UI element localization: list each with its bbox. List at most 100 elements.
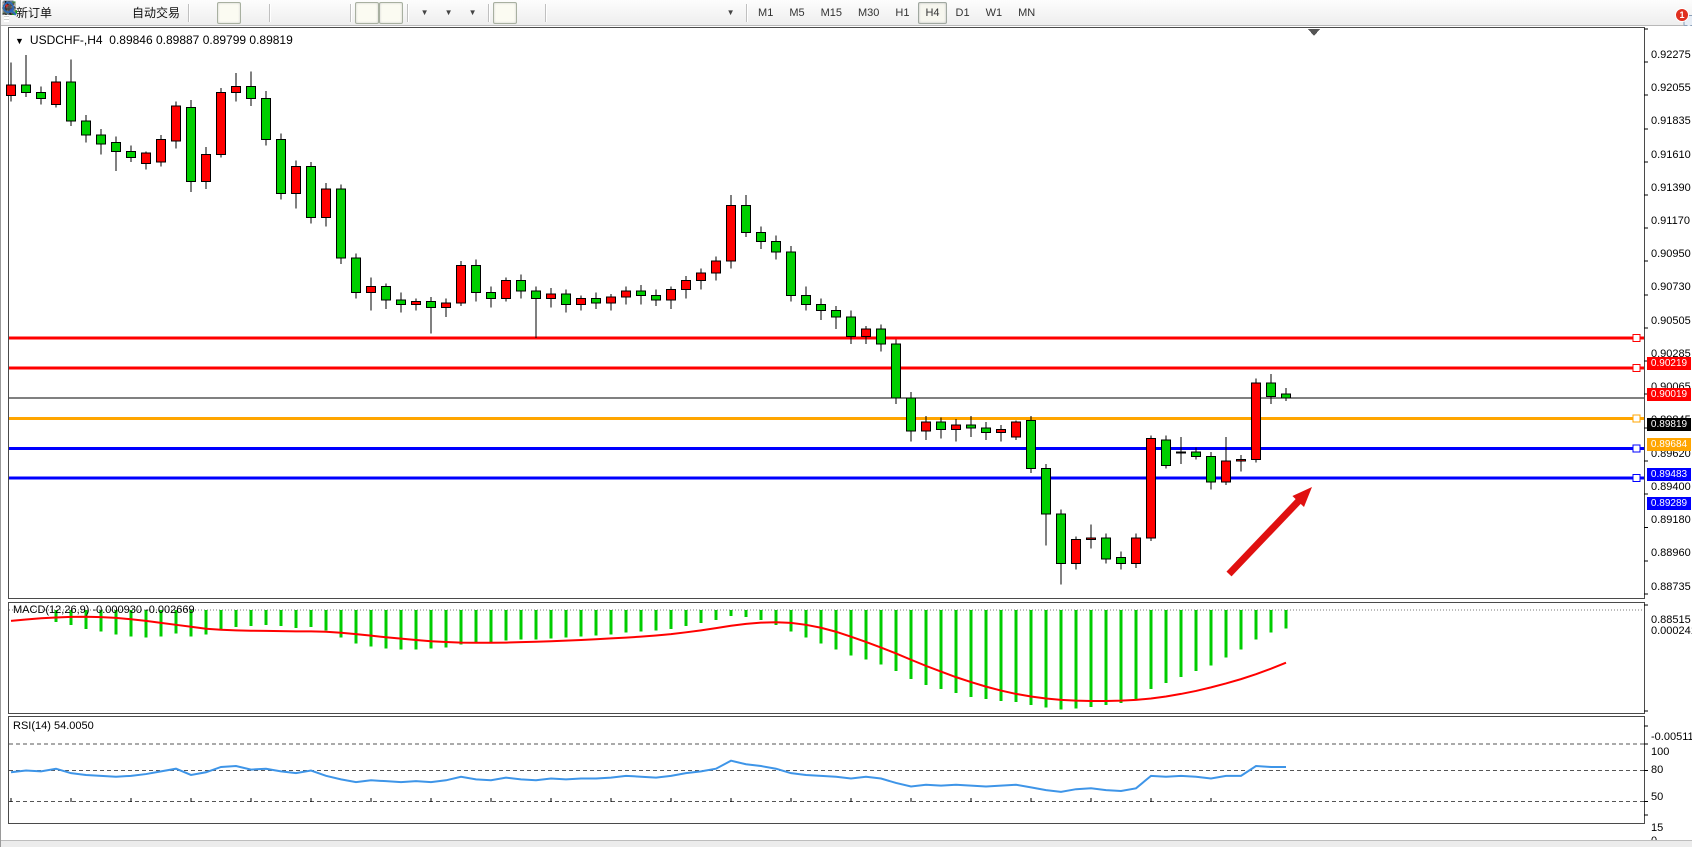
zoom-out-button[interactable]: [3, 2, 322, 24]
price-axis-tick-label: 0.88515: [1651, 614, 1691, 627]
line-handle[interactable]: [1632, 414, 1641, 423]
price-axis-tick-label: 0.88735: [1651, 581, 1691, 594]
line-handle[interactable]: [1632, 364, 1641, 373]
candle: [1266, 382, 1276, 397]
auto-trading-button[interactable]: 自动交易: [2, 2, 184, 24]
timeframe-button-h1[interactable]: H1: [895, 6, 910, 19]
chart-candles-button[interactable]: [3, 1, 242, 24]
candle: [906, 397, 916, 432]
candle: [396, 299, 406, 306]
timeframe-button-w1[interactable]: W1: [985, 6, 1003, 19]
search-icon[interactable]: [1, 0, 18, 17]
templates-button[interactable]: ▼: [2, 2, 484, 24]
candle: [156, 138, 166, 163]
chart-canvas: [6, 28, 1648, 816]
zoom-in-button[interactable]: [3, 2, 298, 24]
timeframe-button-m1[interactable]: M1: [758, 6, 774, 19]
price-axis-tick-label: 0.89620: [1651, 448, 1691, 461]
rsi-panel[interactable]: [8, 716, 1645, 824]
candle: [591, 298, 601, 304]
candle: [726, 204, 736, 262]
line-price-label: 0.89684: [1647, 437, 1691, 451]
arrows-caret-icon: ▼: [726, 8, 735, 17]
candle: [1101, 537, 1111, 560]
symbol-dropdown-icon[interactable]: ▼: [15, 36, 24, 46]
auto-scroll-button[interactable]: [2, 1, 380, 24]
candle: [21, 84, 31, 94]
horizontal-line-tool-button[interactable]: [3, 2, 598, 24]
price-axis-tick-label: 0.92275: [1651, 48, 1691, 61]
text-tool-button[interactable]: A: [5, 1, 694, 24]
candle: [486, 292, 496, 300]
candle: [606, 296, 616, 304]
candle: [756, 232, 766, 243]
trendline-tool-button[interactable]: [3, 2, 622, 24]
price-axis-tick-label: 0.88960: [1651, 547, 1691, 560]
text-tool-icon: A: [5, 1, 14, 15]
line-price-label: 0.89289: [1647, 497, 1691, 511]
chart-line-button[interactable]: [2, 2, 265, 24]
candle: [6, 84, 16, 97]
line-handle[interactable]: [1632, 473, 1641, 482]
candle: [111, 141, 121, 152]
candle: [666, 289, 676, 301]
timeframe-button-m5[interactable]: M5: [789, 6, 805, 19]
channel-tool-button[interactable]: E: [2, 2, 646, 24]
terminal-button[interactable]: [2, 2, 128, 24]
price-axis-tick-label: 0.90505: [1651, 314, 1691, 327]
line-handle[interactable]: [1632, 333, 1641, 342]
candle: [81, 120, 91, 136]
candle: [441, 302, 451, 309]
price-axis-tick-label: 0.91835: [1651, 114, 1691, 127]
candle: [171, 105, 181, 142]
periods-button[interactable]: ▼: [2, 1, 460, 24]
candle: [276, 138, 286, 194]
candle: [786, 251, 796, 297]
timeframe-button-mn[interactable]: MN: [1018, 6, 1036, 19]
candle: [261, 98, 271, 140]
rsi-line: [10, 759, 1286, 793]
tile-windows-button[interactable]: [2, 1, 346, 24]
notification-badge: 1: [1675, 7, 1689, 22]
vertical-line-tool-button[interactable]: [8, 2, 574, 24]
trend-arrow-annotation[interactable]: [1226, 496, 1304, 577]
candle: [546, 293, 556, 300]
chart-shift-button[interactable]: [2, 1, 404, 24]
arrows-tool-button[interactable]: ▼: [4, 2, 742, 24]
chart-bars-button[interactable]: [3, 2, 217, 24]
candle: [306, 165, 316, 219]
crosshair-button[interactable]: [2, 1, 541, 24]
candle: [1026, 420, 1036, 470]
macd-axis-top-label: 0.000241: [1651, 625, 1692, 638]
chart-title: ▼ USDCHF-,H4 0.89846 0.89887 0.89799 0.89…: [15, 33, 293, 47]
candle: [696, 272, 706, 282]
candle: [141, 152, 151, 164]
candle: [501, 280, 511, 300]
timeframe-button-m15[interactable]: M15: [820, 6, 842, 19]
indicators-button[interactable]: ▼: [2, 1, 436, 24]
timeframe-button-d1[interactable]: D1: [955, 6, 970, 19]
price-axis-tick-label: 0.91610: [1651, 148, 1691, 161]
candle: [621, 290, 631, 298]
candle: [1281, 393, 1291, 399]
candle: [831, 310, 841, 318]
price-chart-panel[interactable]: [8, 27, 1645, 599]
candle: [891, 343, 901, 399]
timeframe-button-m30[interactable]: M30: [858, 6, 880, 19]
cursor-button[interactable]: [5, 1, 518, 24]
navigator-button[interactable]: [1, 1, 104, 24]
new-order-button[interactable]: 新订单: [3, 0, 56, 24]
label-tool-button[interactable]: T: [2, 2, 718, 24]
fibonacci-tool-button[interactable]: F: [3, 2, 670, 24]
candle: [1071, 538, 1081, 564]
candle: [966, 424, 976, 429]
symbol-title: USDCHF-,H4: [29, 33, 103, 47]
timeframe-button-h4[interactable]: H4: [918, 1, 947, 24]
candle: [456, 265, 466, 304]
line-handle[interactable]: [1632, 444, 1641, 453]
market-watch-button[interactable]: [2, 1, 80, 24]
candle: [1041, 468, 1051, 515]
chart-shift-marker-icon[interactable]: [1308, 29, 1320, 36]
line-price-label: 0.90019: [1647, 387, 1691, 401]
